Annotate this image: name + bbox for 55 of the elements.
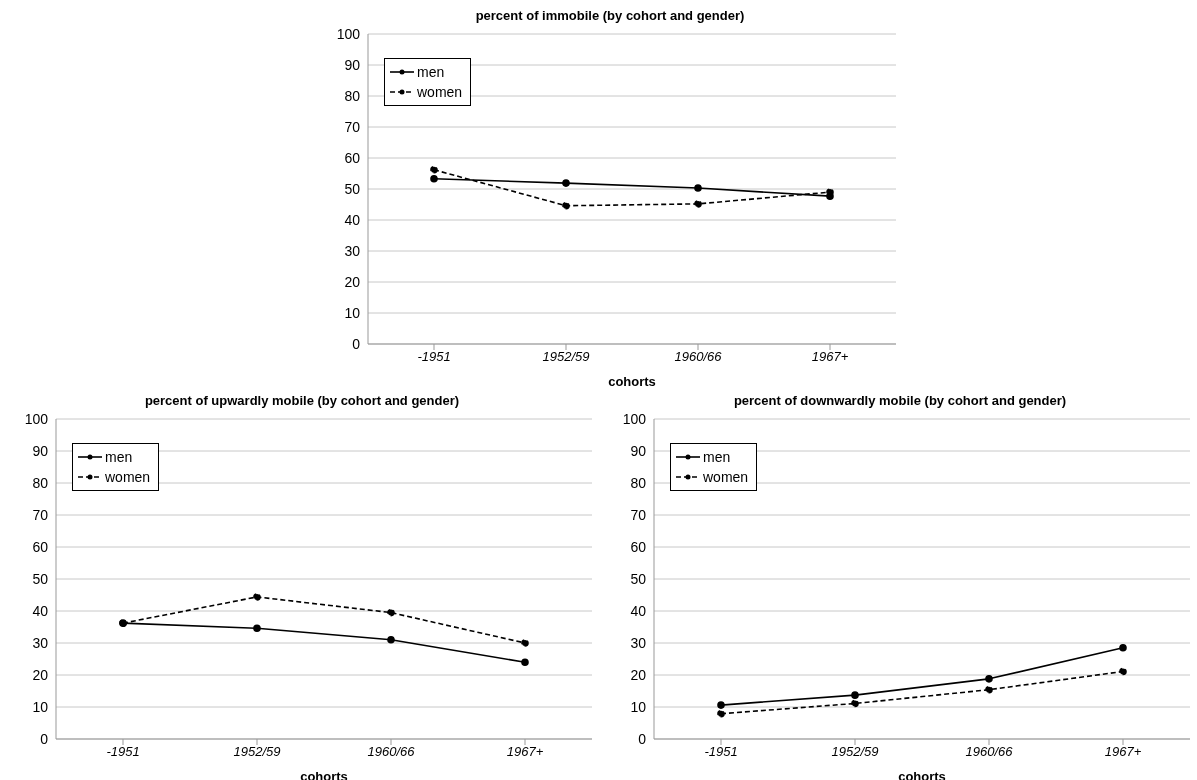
x-tick-label: 1960/66: [367, 744, 416, 760]
x-tick-label: 1952/59: [233, 744, 281, 760]
x-axis-title: cohorts: [608, 374, 656, 389]
y-tick-label: 30: [630, 634, 647, 651]
y-tick-label: 70: [630, 506, 647, 523]
y-tick-label: 40: [630, 602, 647, 619]
y-tick-label: 80: [630, 474, 647, 491]
y-tick-label: 40: [344, 211, 361, 228]
x-tick-label: 1952/59: [831, 744, 879, 760]
x-tick-label: 1967+: [506, 744, 544, 760]
y-tick-label: 50: [630, 570, 647, 587]
legend-label: women: [105, 468, 151, 487]
x-tick-label: -1951: [704, 744, 738, 760]
y-tick-label: 30: [32, 634, 49, 651]
x-tick-label: 1960/66: [965, 744, 1014, 760]
y-tick-label: 30: [344, 242, 361, 259]
y-tick-label: 40: [32, 602, 49, 619]
y-tick-label: 20: [344, 273, 361, 290]
y-tick-label: 0: [638, 730, 647, 747]
x-tick-label: 1952/59: [542, 349, 590, 365]
y-tick-label: 100: [336, 25, 361, 42]
y-tick-label: 70: [344, 118, 361, 135]
y-tick-label: 70: [32, 506, 49, 523]
y-tick-label: 10: [630, 698, 647, 715]
y-tick-label: 80: [32, 474, 49, 491]
y-tick-label: 0: [352, 335, 361, 352]
y-tick-label: 0: [40, 730, 49, 747]
legend-label: women: [417, 83, 463, 102]
y-tick-label: 20: [32, 666, 49, 683]
y-tick-label: 50: [32, 570, 49, 587]
legend-label: men: [105, 448, 133, 467]
y-tick-label: 60: [32, 538, 49, 555]
y-tick-label: 60: [630, 538, 647, 555]
y-tick-label: 90: [344, 56, 361, 73]
x-tick-label: 1967+: [1104, 744, 1142, 760]
y-tick-label: 100: [24, 410, 49, 427]
x-tick-label: 1960/66: [674, 349, 723, 365]
x-tick-label: -1951: [106, 744, 140, 760]
x-tick-label: -1951: [417, 349, 451, 365]
legend-label: men: [417, 63, 445, 82]
chart-title: percent of upwardly mobile (by cohort and gender): [143, 393, 461, 410]
legend-label: women: [703, 468, 749, 487]
y-tick-label: 60: [344, 149, 361, 166]
y-tick-label: 100: [622, 410, 647, 427]
y-tick-label: 10: [32, 698, 49, 715]
chart-title: percent of immobile (by cohort and gender): [474, 8, 746, 25]
y-tick-label: 20: [630, 666, 647, 683]
chart-title: percent of downwardly mobile (by cohort and gender): [732, 393, 1068, 410]
y-tick-label: 50: [344, 180, 361, 197]
legend-label: men: [703, 448, 731, 467]
x-tick-label: 1967+: [811, 349, 849, 365]
y-tick-label: 90: [32, 442, 49, 459]
y-tick-label: 90: [630, 442, 647, 459]
y-tick-label: 10: [344, 304, 361, 321]
y-tick-label: 80: [344, 87, 361, 104]
